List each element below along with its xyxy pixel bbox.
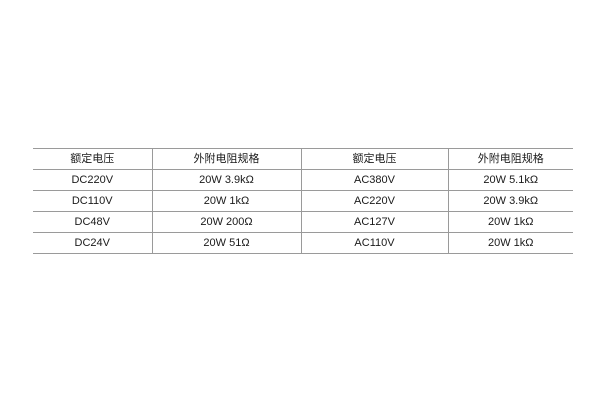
cell-resistor-ac: 20W 5.1kΩ (448, 169, 573, 191)
cell-voltage-ac: AC127V (301, 211, 449, 233)
cell-voltage-ac: AC220V (301, 190, 449, 212)
table-body: 额定电压 外附电阻规格 额定电压 外附电阻规格 DC220V 20W 3.9kΩ… (33, 148, 573, 254)
column-header-rated-voltage-ac: 额定电压 (301, 148, 449, 170)
column-header-external-resistor-dc: 外附电阻规格 (152, 148, 302, 170)
table-row: DC110V 20W 1kΩ AC220V 20W 3.9kΩ (33, 190, 573, 212)
column-header-rated-voltage-dc: 额定电压 (33, 148, 153, 170)
cell-resistor-dc: 20W 3.9kΩ (152, 169, 302, 191)
column-header-external-resistor-ac: 外附电阻规格 (448, 148, 573, 170)
cell-resistor-dc: 20W 1kΩ (152, 190, 302, 212)
cell-resistor-ac: 20W 1kΩ (448, 232, 573, 254)
cell-voltage-ac: AC110V (301, 232, 449, 254)
cell-voltage-dc: DC24V (33, 232, 153, 254)
cell-voltage-dc: DC110V (33, 190, 153, 212)
cell-voltage-ac: AC380V (301, 169, 449, 191)
cell-voltage-dc: DC48V (33, 211, 153, 233)
specification-table-container: 额定电压 外附电阻规格 额定电压 外附电阻规格 DC220V 20W 3.9kΩ… (33, 148, 573, 254)
table-row: DC48V 20W 200Ω AC127V 20W 1kΩ (33, 211, 573, 233)
table-row: DC24V 20W 51Ω AC110V 20W 1kΩ (33, 232, 573, 254)
cell-resistor-ac: 20W 3.9kΩ (448, 190, 573, 212)
cell-voltage-dc: DC220V (33, 169, 153, 191)
table-header-row: 额定电压 外附电阻规格 额定电压 外附电阻规格 (33, 148, 573, 170)
voltage-resistor-spec-table: 额定电压 外附电阻规格 额定电压 外附电阻规格 DC220V 20W 3.9kΩ… (33, 148, 573, 254)
cell-resistor-dc: 20W 51Ω (152, 232, 302, 254)
table-row: DC220V 20W 3.9kΩ AC380V 20W 5.1kΩ (33, 169, 573, 191)
cell-resistor-ac: 20W 1kΩ (448, 211, 573, 233)
cell-resistor-dc: 20W 200Ω (152, 211, 302, 233)
